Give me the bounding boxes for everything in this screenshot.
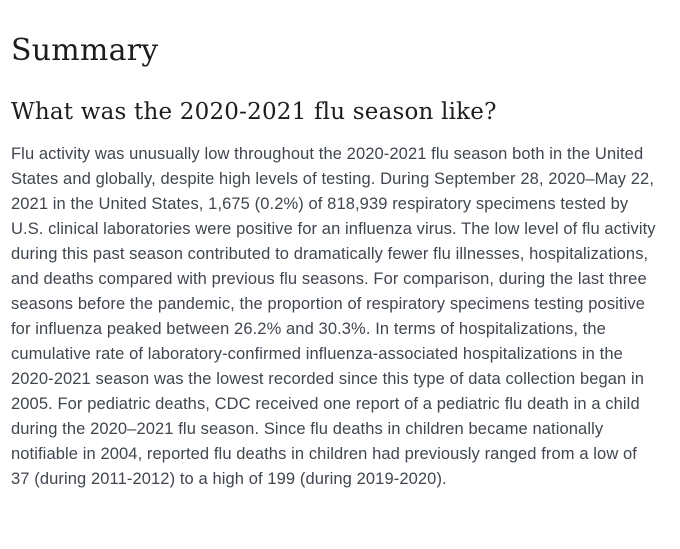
section-heading: What was the 2020-2021 flu season like? [11,99,497,125]
summary-paragraph: Flu activity was unusually low throughou… [11,145,656,488]
page-title: Summary [11,33,159,68]
content-area: Summary What was the 2020-2021 flu seaso… [11,34,668,492]
